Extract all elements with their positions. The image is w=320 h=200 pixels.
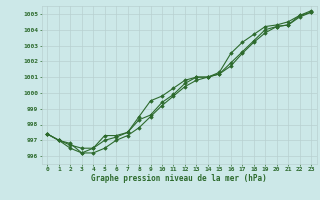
X-axis label: Graphe pression niveau de la mer (hPa): Graphe pression niveau de la mer (hPa) [91, 174, 267, 183]
